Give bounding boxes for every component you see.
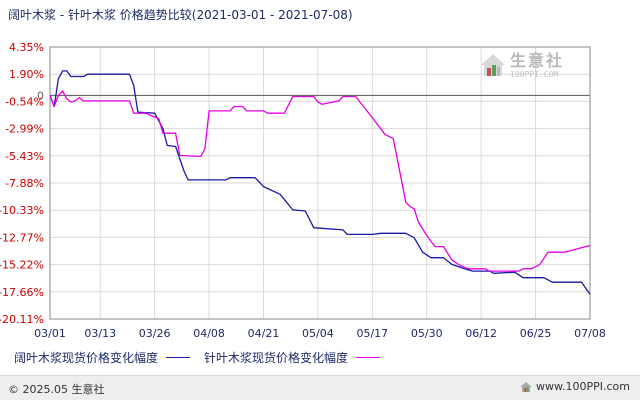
y-tick-label: -0.54% <box>5 95 44 108</box>
y-tick-label: -5.43% <box>5 150 44 163</box>
grid-layer <box>49 46 591 320</box>
watermark: 生意社 100PPI.COM <box>480 52 564 79</box>
footer-logo-icon <box>520 381 533 392</box>
watermark-name: 生意社 <box>510 51 565 70</box>
chart-title: 阔叶木浆 - 针叶木浆 价格趋势比较(2021-03-01 - 2021-07-… <box>8 8 353 22</box>
watermark-site: 100PPI.COM <box>510 70 559 79</box>
y-tick-label: -2.99% <box>5 123 44 136</box>
y-tick-label: -15.22% <box>0 259 44 272</box>
y-tick-label: -17.66% <box>0 286 44 299</box>
y-tick-label: 1.90% <box>9 68 44 81</box>
copyright-text: © 2025.05 生意社 <box>8 383 105 396</box>
x-tick-label: 05/17 <box>356 327 388 340</box>
footer-site-link[interactable]: www.100PPI.com <box>520 380 630 393</box>
axis-layer <box>49 46 591 320</box>
x-tick-label: 04/21 <box>248 327 280 340</box>
x-tick-label: 05/30 <box>411 327 443 340</box>
y-tick-label: -20.11% <box>0 313 44 326</box>
plot-frame <box>49 46 591 320</box>
x-tick-label: 06/12 <box>465 327 497 340</box>
legend-label-series-1: 阔叶木浆现货价格变化幅度 <box>14 351 159 365</box>
x-tick-label: 03/01 <box>34 327 66 340</box>
tick-labels: 4.35% 1.90% 0-0.54% -2.99% -5.43% -7.88% -10.3… <box>0 41 606 340</box>
series-layer <box>49 70 591 295</box>
legend-swatch-series-2 <box>356 357 381 358</box>
x-tick-label: 05/04 <box>302 327 334 340</box>
chart: 4.35% 1.90% 0-0.54% -2.99% -5.43% -7.88% -10.3… <box>0 41 606 340</box>
x-tick-label: 03/13 <box>84 327 116 340</box>
series-line-2 <box>49 90 591 272</box>
x-tick-label: 07/08 <box>574 327 606 340</box>
footer-site-text: www.100PPI.com <box>536 380 630 393</box>
y-tick-label: -12.77% <box>0 231 44 244</box>
x-tick-label: 03/26 <box>139 327 171 340</box>
series-line-1 <box>49 70 591 295</box>
house-logo-icon <box>481 54 505 76</box>
y-tick-label: 4.35% <box>9 41 44 54</box>
x-tick-label: 04/08 <box>193 327 225 340</box>
y-tick-label: 0 <box>37 89 44 102</box>
y-tick-label: -10.33% <box>0 204 44 217</box>
y-tick-label: -7.88% <box>5 177 44 190</box>
legend-label-series-2: 针叶木浆现货价格变化幅度 <box>204 351 349 365</box>
legend: 阔叶木浆现货价格变化幅度 针叶木浆现货价格变化幅度 <box>14 349 394 366</box>
x-tick-label: 06/25 <box>520 327 552 340</box>
legend-swatch-series-1 <box>166 357 191 358</box>
footer: © 2025.05 生意社 www.100PPI.com <box>0 375 640 400</box>
